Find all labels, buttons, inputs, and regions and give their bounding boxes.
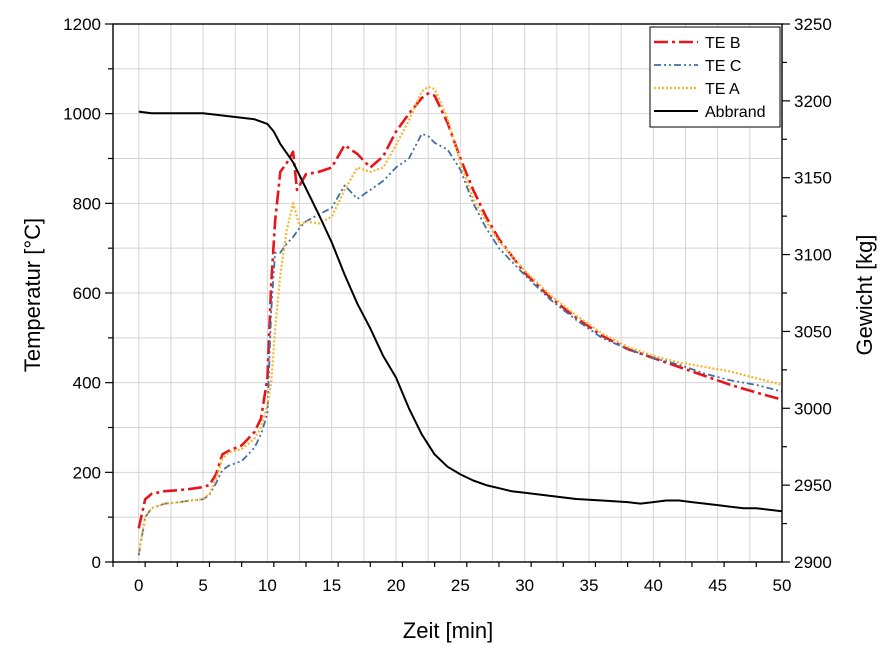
y2-tick-label: 3000: [794, 399, 832, 418]
legend: TE B TE C TE A Abbrand: [649, 26, 781, 128]
tick-labels: 0 5 10 15 20 25 30 35 40 45 50 0 200 400 600 800 1000 120…: [63, 15, 832, 595]
x-tick-label: 0: [134, 576, 143, 595]
y2-tick-label: 3050: [794, 322, 832, 341]
y-tick-label: 1200: [63, 15, 101, 34]
y-axis-title: Temperatur [°C]: [20, 218, 45, 372]
ticks: [105, 23, 790, 567]
series-line-te-a: [137, 85, 783, 554]
legend-label: TE B: [705, 35, 741, 52]
y2-tick-label: 2900: [794, 553, 832, 572]
x-tick-label: 15: [322, 576, 341, 595]
y2-axis-title: Gewicht [kg]: [852, 234, 877, 355]
y2-tick-label: 3150: [794, 169, 832, 188]
x-tick-label: 45: [708, 576, 727, 595]
x-tick-label: 20: [387, 576, 406, 595]
series-line-te-b: [137, 92, 783, 529]
y2-tick-label: 3250: [794, 15, 832, 34]
grid: [113, 24, 783, 562]
series-line-te-c: [137, 132, 783, 556]
legend-label: TE A: [705, 81, 740, 98]
plot-lines: [137, 85, 783, 556]
x-tick-label: 5: [198, 576, 207, 595]
y2-tick-label: 3100: [794, 246, 832, 265]
y2-tick-label: 2950: [794, 476, 832, 495]
y-tick-label: 600: [73, 284, 101, 303]
y-tick-label: 1000: [63, 105, 101, 124]
x-tick-label: 50: [773, 576, 792, 595]
y-tick-label: 400: [73, 374, 101, 393]
legend-label: Abbrand: [705, 104, 766, 121]
y-tick-label: 0: [92, 553, 101, 572]
x-tick-label: 40: [644, 576, 663, 595]
y-tick-label: 200: [73, 463, 101, 482]
x-tick-label: 35: [580, 576, 599, 595]
legend-label: TE C: [705, 58, 741, 75]
x-tick-label: 10: [258, 576, 277, 595]
x-tick-label: 25: [451, 576, 470, 595]
x-axis-title: Zeit [min]: [403, 618, 493, 643]
y-tick-label: 800: [73, 194, 101, 213]
x-tick-label: 30: [515, 576, 534, 595]
series-line-abbrand: [138, 110, 783, 513]
y2-tick-label: 3200: [794, 92, 832, 111]
